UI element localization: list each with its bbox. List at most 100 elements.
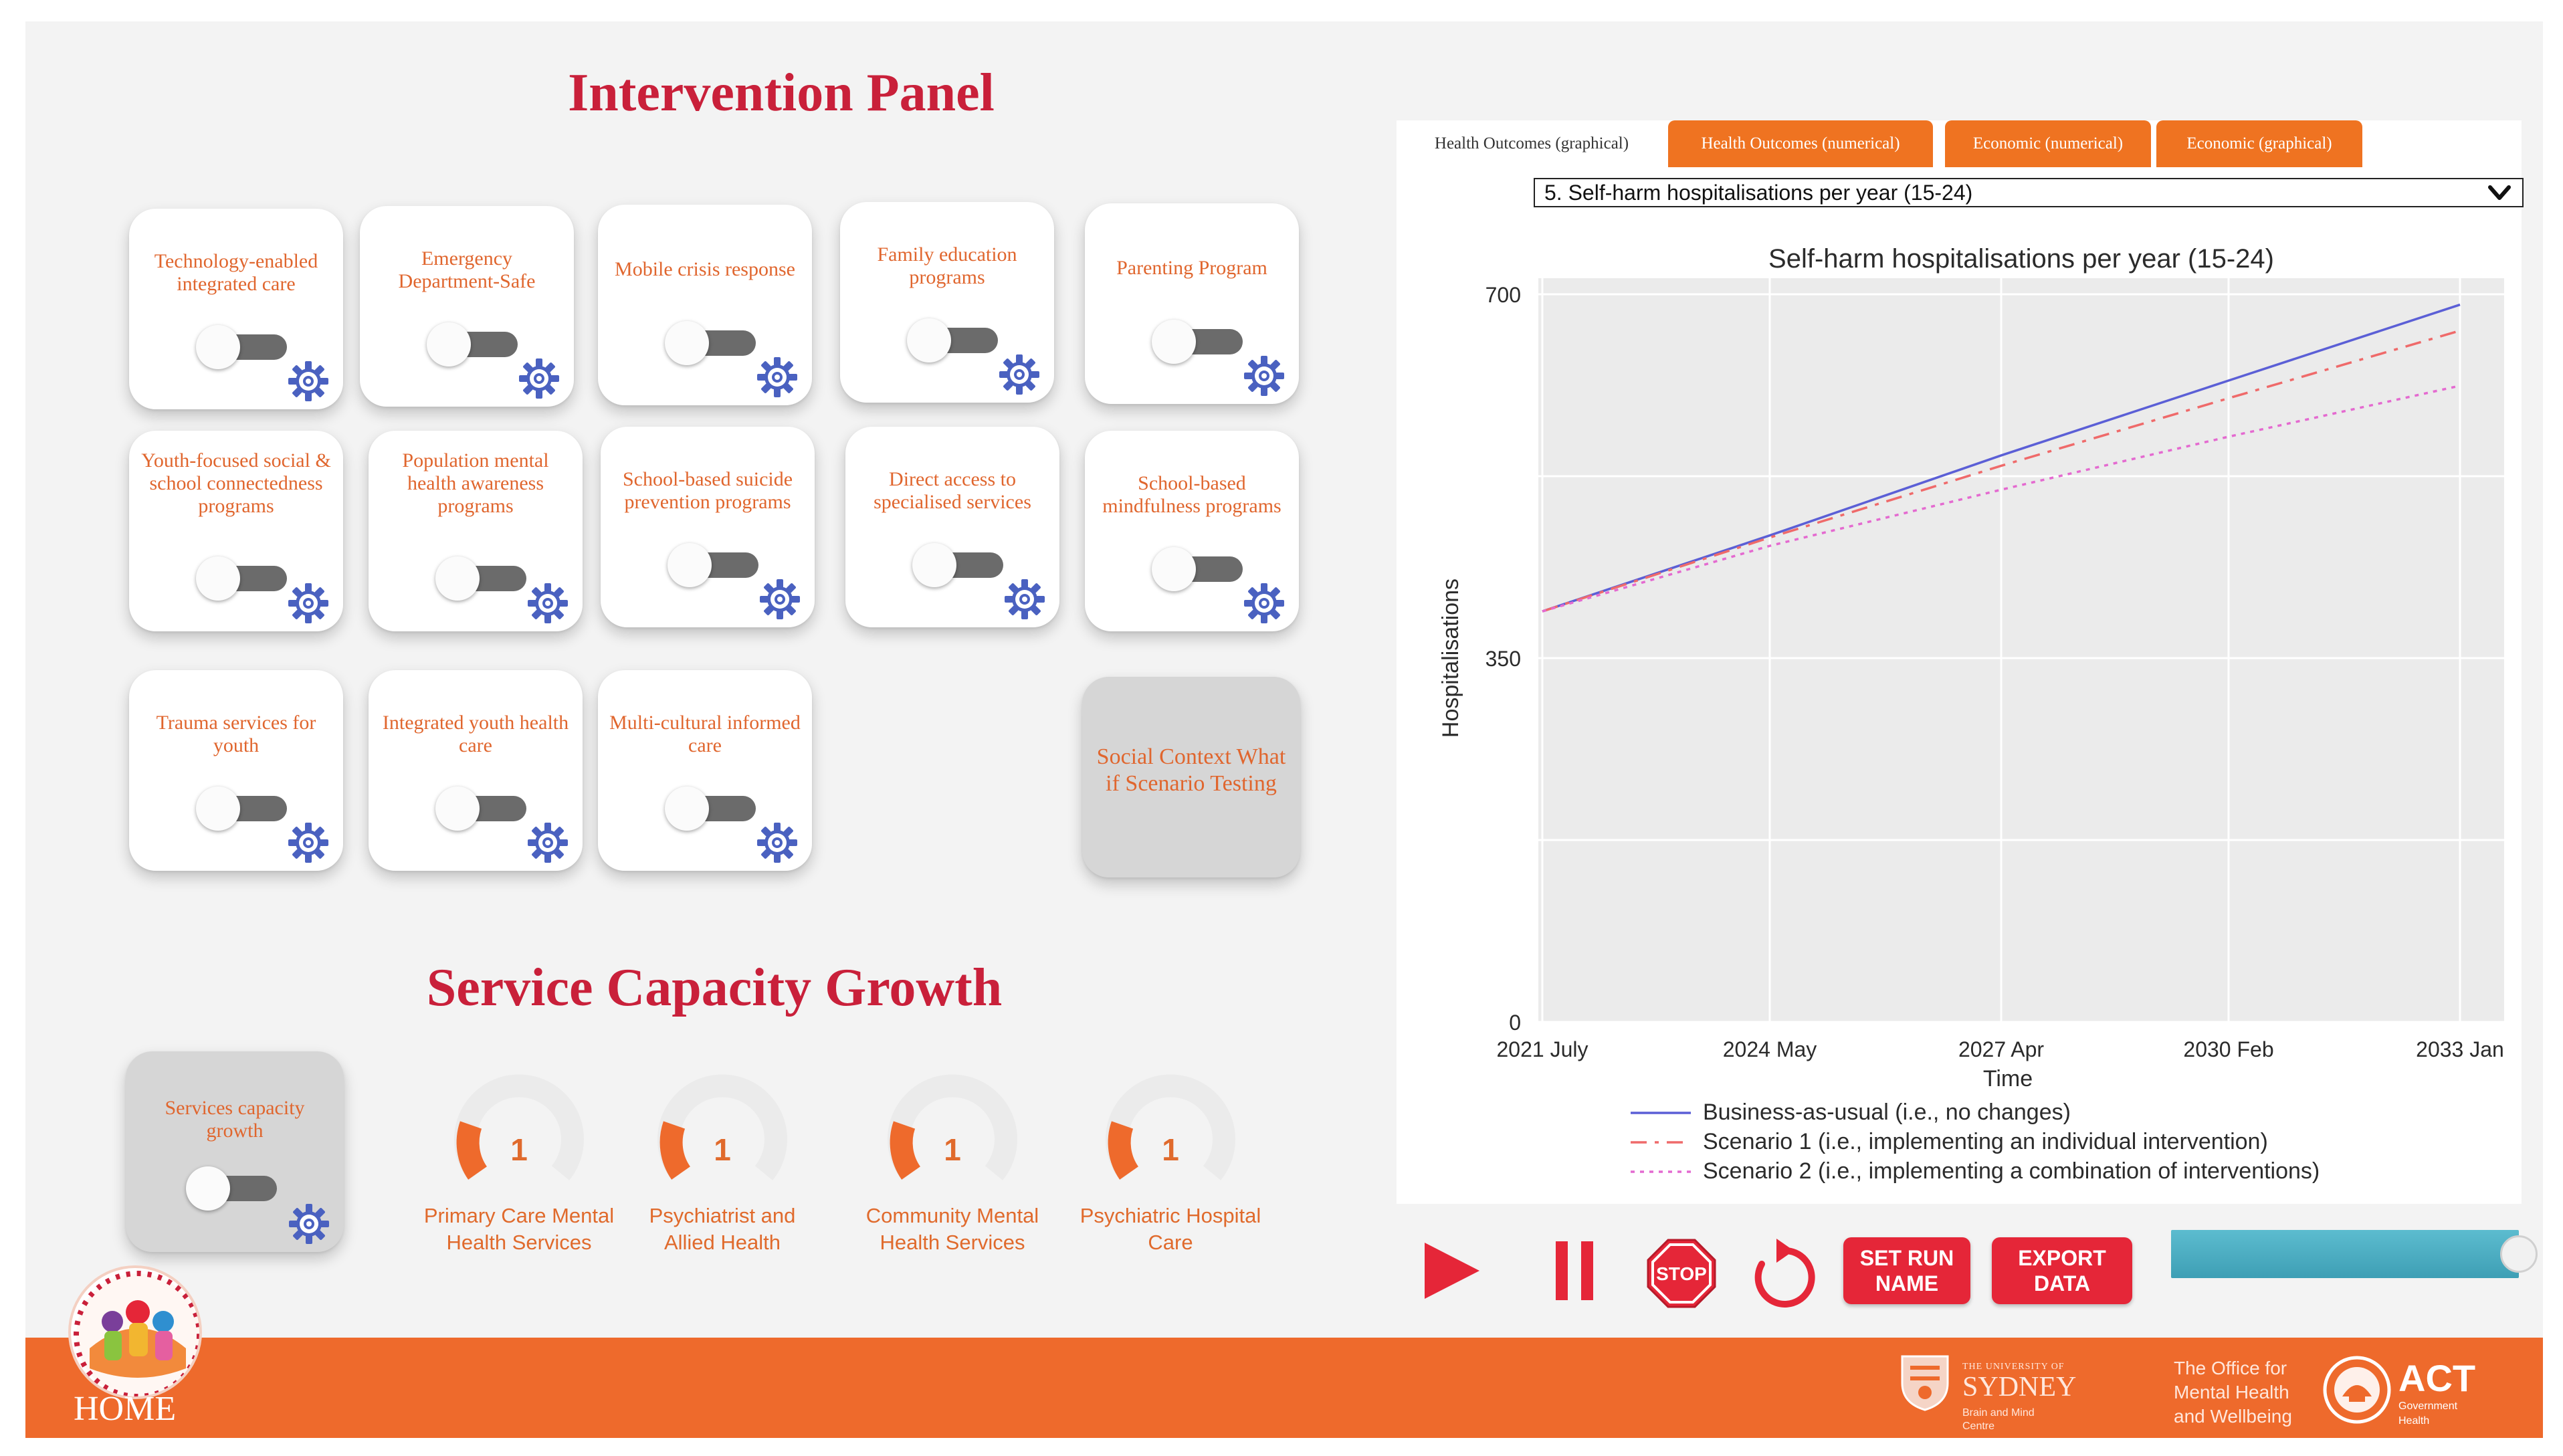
- x-axis-label: Time: [1983, 1066, 2033, 1091]
- toggle-knob: [196, 787, 240, 831]
- toggle-school-based-mindfulness-programs[interactable]: [1152, 547, 1243, 591]
- metric-select[interactable]: 5. Self-harm hospitalisations per year (…: [1534, 178, 2524, 207]
- settings-gear-multi-cultural-informed-care[interactable]: [756, 821, 799, 864]
- settings-gear-parenting-program[interactable]: [1243, 354, 1286, 397]
- settings-gear-mobile-crisis-response[interactable]: [756, 356, 799, 399]
- tab-economic-graphical[interactable]: Economic (graphical): [2156, 120, 2362, 167]
- intervention-label: Trauma services for youth: [156, 712, 316, 756]
- social-context-card[interactable]: Social Context What if Scenario Testing: [1082, 677, 1300, 877]
- series-line: [1542, 329, 2461, 613]
- tab-economic-numerical[interactable]: Economic (numerical): [1945, 120, 2151, 167]
- intervention-card: Mobile crisis response: [598, 205, 812, 405]
- intervention-card: Technology-enabled integrated care: [129, 209, 343, 409]
- gauge-value: 1: [510, 1132, 528, 1167]
- home-logo[interactable]: [68, 1265, 202, 1399]
- toggle-population-mental-health-awareness-programs[interactable]: [435, 556, 526, 601]
- gauge-label: Primary Care Mental Health Services: [423, 1204, 615, 1254]
- settings-gear-family-education-programs[interactable]: [998, 353, 1041, 396]
- gauge-value: 1: [714, 1132, 731, 1167]
- services-capacity-gear-icon[interactable]: [288, 1203, 330, 1245]
- metric-select-value: 5. Self-harm hospitalisations per year (…: [1544, 181, 1973, 205]
- footer-bar: THE UNIVERSITY OF SYDNEY Brain and Mind …: [25, 1338, 2543, 1438]
- toggle-trauma-services-for-youth[interactable]: [196, 787, 287, 831]
- x-tick-label: 2024 May: [1723, 1037, 1817, 1061]
- play-icon[interactable]: [1418, 1237, 1485, 1304]
- tab-health-outcomes-numerical[interactable]: Health Outcomes (numerical): [1668, 120, 1933, 167]
- toggle-knob: [435, 787, 480, 831]
- intervention-card: Integrated youth health care: [369, 670, 583, 871]
- settings-gear-school-based-mindfulness-programs[interactable]: [1243, 582, 1286, 625]
- settings-gear-technology-enabled-integrated-care[interactable]: [287, 360, 330, 403]
- toggle-family-education-programs[interactable]: [907, 318, 998, 362]
- intervention-label: Mobile crisis response: [615, 258, 795, 280]
- gear-icon: [757, 357, 797, 397]
- settings-gear-integrated-youth-health-care[interactable]: [526, 821, 569, 864]
- toggle-knob: [907, 318, 951, 362]
- toggle-youth-focused-social-school-connectedness-programs[interactable]: [196, 556, 287, 601]
- gear-icon: [519, 358, 559, 399]
- gear-icon: [288, 361, 328, 401]
- intervention-card: Trauma services for youth: [129, 670, 343, 871]
- x-tick-label: 2027 Apr: [1958, 1037, 2044, 1061]
- stop-sign-icon[interactable]: STOP: [1645, 1237, 1718, 1310]
- gauge-value: 1: [1162, 1132, 1179, 1167]
- y-axis-label: Hospitalisations: [1438, 579, 1463, 738]
- toggle-direct-access-to-specialised-services[interactable]: [912, 543, 1003, 587]
- brain-mind-line1: Brain and Mind: [1962, 1407, 2035, 1419]
- gauge-dial: [1106, 1074, 1235, 1180]
- act-emblem-icon: [2323, 1356, 2391, 1424]
- toggle-emergency-department-safe[interactable]: [427, 322, 518, 367]
- intervention-label: Multi-cultural informed care: [609, 712, 801, 756]
- gauge-dial: [454, 1074, 584, 1180]
- settings-gear-youth-focused-social-school-connectedness-programs[interactable]: [287, 582, 330, 625]
- chart-panel: Health Outcomes (graphical) Health Outcom…: [1397, 120, 2524, 1204]
- toggle-multi-cultural-informed-care[interactable]: [665, 787, 756, 831]
- toggle-school-based-suicide-prevention-programs[interactable]: [668, 543, 758, 587]
- x-tick-label: 2033 Jan: [2416, 1037, 2504, 1061]
- gauge-label: Community Mental Health Services: [865, 1204, 1039, 1254]
- toggle-knob: [912, 543, 956, 587]
- toggle-knob: [665, 321, 709, 365]
- reset-icon[interactable]: [1750, 1236, 1819, 1310]
- speed-slider[interactable]: [2171, 1230, 2538, 1278]
- gear-icon: [1244, 356, 1284, 396]
- set-run-name-button[interactable]: SET RUN NAME: [1843, 1237, 1970, 1304]
- settings-gear-direct-access-to-specialised-services[interactable]: [1003, 578, 1046, 621]
- series-line: [1542, 303, 2461, 613]
- toggle-knob: [668, 543, 712, 587]
- intervention-card: Emergency Department-Safe: [360, 206, 574, 407]
- slider-track: [2171, 1230, 2519, 1278]
- settings-gear-school-based-suicide-prevention-programs[interactable]: [758, 578, 801, 621]
- toggle-parenting-program[interactable]: [1152, 320, 1243, 364]
- pause-icon[interactable]: [1552, 1239, 1599, 1303]
- settings-gear-population-mental-health-awareness-programs[interactable]: [526, 582, 569, 625]
- gauge-label: Psychiatrist and Allied Health: [649, 1204, 796, 1254]
- chart-title: Self-harm hospitalisations per year (15-…: [1768, 244, 2274, 274]
- gear-icon: [757, 823, 797, 863]
- y-tick-label: 700: [1485, 283, 1521, 307]
- services-capacity-label: Services capacity growth: [165, 1097, 305, 1142]
- plot-background: [1538, 278, 2504, 1022]
- intervention-card: School-based mindfulness programs: [1085, 431, 1299, 631]
- export-data-label: EXPORT DATA: [2018, 1246, 2106, 1295]
- slider-thumb[interactable]: [2500, 1235, 2538, 1273]
- gear-icon: [1244, 583, 1284, 623]
- university-crest-icon: [1901, 1355, 1949, 1411]
- settings-gear-emergency-department-safe[interactable]: [518, 357, 560, 400]
- office-line3: and Wellbeing: [2174, 1406, 2292, 1427]
- toggle-mobile-crisis-response[interactable]: [665, 321, 756, 365]
- sydney-wordmark: SYDNEY: [1962, 1372, 2077, 1402]
- settings-gear-trauma-services-for-youth[interactable]: [287, 821, 330, 864]
- toggle-integrated-youth-health-care[interactable]: [435, 787, 526, 831]
- toggle-technology-enabled-integrated-care[interactable]: [196, 325, 287, 369]
- gear-icon: [288, 823, 328, 863]
- services-capacity-card: Services capacity growth: [126, 1051, 344, 1252]
- line-chart: Self-harm hospitalisations per year (15-…: [1438, 244, 2504, 1184]
- services-capacity-toggle[interactable]: [186, 1166, 277, 1211]
- legend-label: Business-as-usual (i.e., no changes): [1703, 1100, 2071, 1125]
- home-link[interactable]: HOME: [74, 1390, 177, 1428]
- export-data-button[interactable]: EXPORT DATA: [1992, 1237, 2132, 1304]
- intervention-label: School-based mindfulness programs: [1102, 472, 1282, 517]
- act-health: Health: [2398, 1415, 2430, 1427]
- tab-health-outcomes-graphical[interactable]: Health Outcomes (graphical): [1402, 120, 1661, 167]
